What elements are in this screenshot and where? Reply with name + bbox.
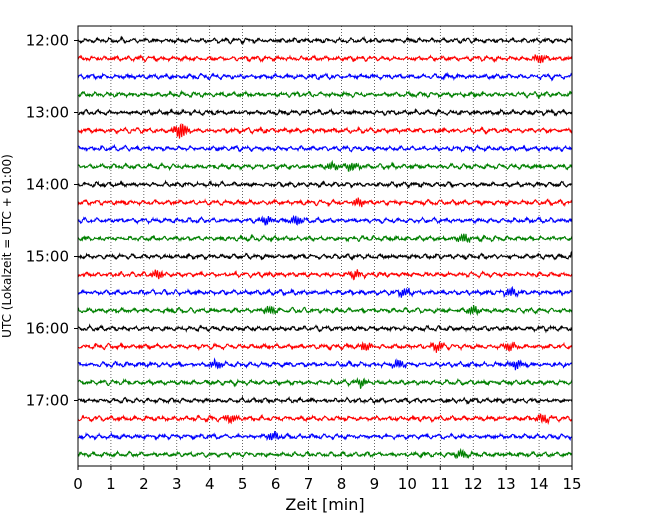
trace-1245 [77, 89, 573, 100]
y-axis-ticks: 12:00 13:00 14:00 15:00 16:00 17:00 [26, 32, 78, 410]
trace-1400 [77, 179, 573, 189]
x-tick-label: 10 [398, 475, 417, 493]
trace-1700 [77, 395, 573, 405]
seismic-traces [77, 35, 573, 460]
x-tick-label: 5 [238, 475, 248, 493]
trace-1330 [77, 143, 573, 153]
x-tick-label: 9 [370, 475, 380, 493]
plot-frame [77, 25, 573, 467]
x-tick-label: 14 [530, 475, 549, 493]
trace-1730 [77, 430, 573, 442]
x-tick-label: 15 [562, 475, 581, 493]
x-tick-label: 12 [464, 475, 483, 493]
x-tick-label: 0 [73, 475, 83, 493]
plot-area [78, 26, 572, 466]
y-tick-label: 12:00 [26, 32, 69, 50]
x-tick-label: 11 [431, 475, 450, 493]
x-axis-ticks: 0 1 2 3 4 5 6 7 8 9 10 11 12 13 14 15 [73, 466, 582, 493]
y-axis-label: UTC (Lokalzeit = UTC + 01:00) [0, 154, 14, 338]
x-tick-label: 8 [337, 475, 347, 493]
trace-1715 [77, 413, 573, 426]
y-tick-label: 13:00 [26, 104, 69, 122]
trace-1215 [77, 53, 573, 64]
x-tick-label: 6 [271, 475, 281, 493]
trace-1445 [77, 233, 573, 244]
x-tick-label: 2 [139, 475, 149, 493]
x-axis-label: Zeit [min] [285, 495, 364, 514]
trace-1430 [77, 214, 573, 226]
trace-1615 [77, 340, 573, 353]
x-tick-label: 3 [172, 475, 182, 493]
trace-1230 [77, 71, 573, 82]
grid-lines [110, 26, 540, 466]
trace-1515 [77, 269, 573, 281]
trace-1530 [77, 285, 573, 299]
x-tick-label: 13 [497, 475, 516, 493]
y-tick-label: 14:00 [26, 176, 69, 194]
trace-1645 [77, 377, 573, 390]
trace-1545 [77, 304, 573, 317]
trace-1315 [77, 122, 573, 139]
trace-1415 [77, 197, 573, 208]
trace-1630 [77, 357, 573, 371]
trace-1345 [77, 159, 573, 172]
trace-1600 [77, 323, 573, 334]
trace-1500 [77, 251, 573, 261]
x-tick-label: 1 [106, 475, 116, 493]
y-tick-label: 15:00 [26, 248, 69, 266]
y-tick-label: 16:00 [26, 320, 69, 338]
y-tick-label: 17:00 [26, 392, 69, 410]
trace-1200 [77, 35, 573, 46]
trace-1745 [77, 447, 573, 460]
trace-1300 [77, 107, 573, 118]
x-tick-label: 7 [304, 475, 314, 493]
x-tick-label: 4 [205, 475, 215, 493]
